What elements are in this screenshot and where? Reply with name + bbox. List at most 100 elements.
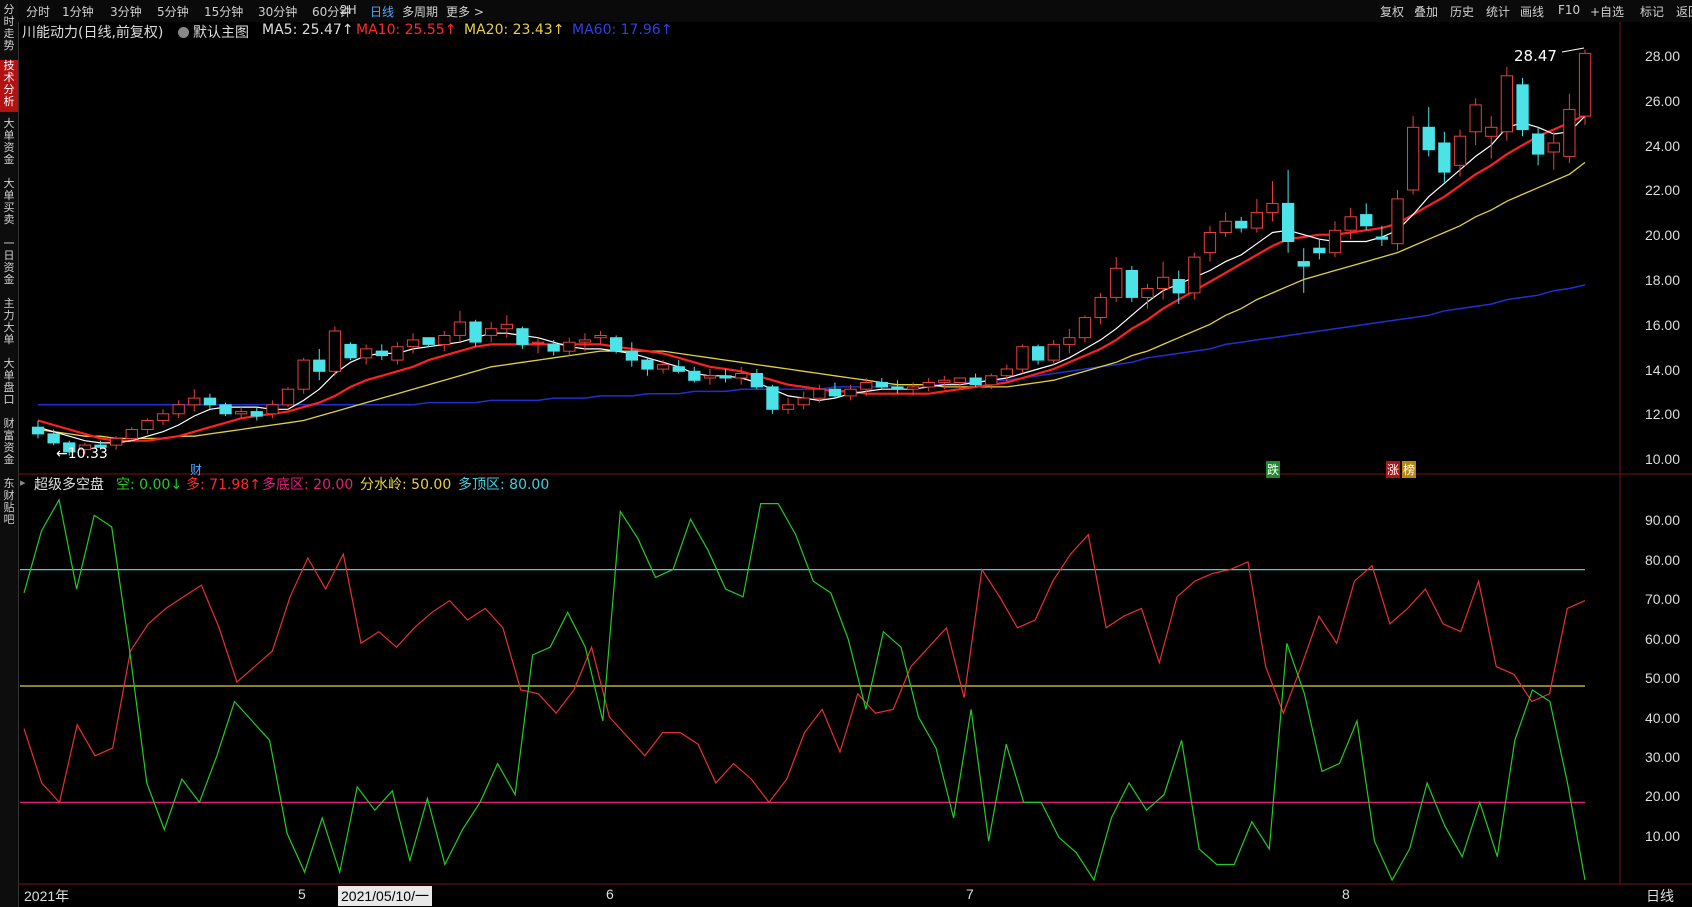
candlestick bbox=[1547, 131, 1560, 170]
sidebar-tab-daily-funds[interactable]: 一日资金 bbox=[3, 237, 15, 286]
candle-body bbox=[219, 404, 232, 415]
candlestick bbox=[1157, 261, 1170, 300]
period-multi[interactable]: 多周期 bbox=[402, 5, 439, 19]
candlestick bbox=[63, 440, 76, 456]
candle-body bbox=[500, 323, 514, 330]
candle-body bbox=[1407, 126, 1420, 191]
main-template-selector[interactable]: 默认主图 bbox=[178, 22, 249, 42]
sidebar-tab-technical[interactable]: 技术分析 bbox=[0, 60, 18, 112]
candlestick bbox=[1391, 189, 1404, 251]
candlestick bbox=[1235, 216, 1248, 233]
candle-body bbox=[141, 420, 154, 430]
ranking-marker[interactable]: 榜 bbox=[1402, 461, 1417, 478]
candlestick bbox=[172, 400, 185, 419]
candlestick bbox=[578, 333, 592, 352]
drop-marker[interactable]: 跌 bbox=[1266, 461, 1281, 478]
mark-button[interactable]: 标记 bbox=[1640, 5, 1665, 19]
candle-body bbox=[1016, 346, 1029, 370]
restore-rights-button[interactable]: 复权 bbox=[1380, 5, 1405, 19]
candle-body bbox=[719, 375, 732, 379]
draw-line-button[interactable]: 画线 bbox=[1520, 5, 1545, 19]
candlestick bbox=[1172, 270, 1185, 305]
candlestick bbox=[625, 342, 639, 367]
candlestick bbox=[500, 315, 514, 338]
candlestick bbox=[516, 326, 529, 349]
candle-body bbox=[860, 382, 873, 390]
candlestick bbox=[313, 348, 326, 381]
statistics-button[interactable]: 统计 bbox=[1486, 5, 1511, 19]
period-switch-button[interactable]: 日线 bbox=[1646, 888, 1674, 904]
period-5min[interactable]: 5分钟 bbox=[157, 5, 189, 19]
candle-body bbox=[750, 373, 764, 388]
period-1min[interactable]: 1分钟 bbox=[62, 5, 94, 19]
candle-body bbox=[1578, 52, 1592, 117]
period-15min[interactable]: 15分钟 bbox=[204, 5, 244, 19]
indicator-collapse-icon[interactable]: ▸ bbox=[20, 476, 26, 489]
stock-title: 川能动力(日线,前复权) bbox=[22, 25, 164, 41]
candlestick bbox=[844, 384, 857, 401]
period-60min[interactable]: 60分钟 bbox=[312, 5, 352, 19]
sidebar-tab-wealth-funds[interactable]: 财富资金 bbox=[3, 417, 15, 466]
indicator-axis-label: 90.00 bbox=[1644, 512, 1680, 528]
candle-body bbox=[31, 426, 45, 435]
candle-body bbox=[1297, 261, 1310, 267]
candlestick bbox=[985, 373, 998, 390]
more-label: 更多 bbox=[446, 5, 471, 19]
rise-marker[interactable]: 涨 bbox=[1386, 461, 1401, 478]
candlestick bbox=[141, 418, 154, 434]
candlestick bbox=[1344, 207, 1357, 240]
time-axis-label: 2021年 bbox=[24, 888, 70, 904]
f10-button[interactable]: F10 bbox=[1558, 3, 1581, 17]
candlestick bbox=[1532, 127, 1545, 166]
candle-body bbox=[313, 359, 326, 372]
left-sidebar: 分时走势 技术分析 大单资金 大单买卖 一日资金 主力大单 大单盘口 财富资金 … bbox=[0, 0, 19, 907]
kong-line bbox=[23, 498, 1586, 882]
sidebar-tab-main-force[interactable]: 主力大单 bbox=[3, 297, 15, 346]
candle-body bbox=[1047, 343, 1060, 361]
candle-body bbox=[1438, 142, 1451, 173]
back-button[interactable]: 返回 bbox=[1676, 5, 1692, 19]
sidebar-tab-guba[interactable]: 东财贴吧 bbox=[3, 477, 15, 526]
candle-body bbox=[1110, 267, 1123, 298]
overlay-button[interactable]: 叠加 bbox=[1414, 5, 1439, 19]
candle-body bbox=[1313, 247, 1326, 254]
candlestick bbox=[1453, 129, 1467, 177]
indicator-axis-label: 10.00 bbox=[1644, 828, 1680, 844]
period-daily[interactable]: 日线 bbox=[370, 5, 395, 19]
candlestick bbox=[1000, 364, 1014, 383]
candlestick bbox=[1219, 212, 1232, 237]
candlestick bbox=[969, 373, 982, 387]
chevron-right-icon: > bbox=[470, 5, 484, 19]
candlestick bbox=[781, 398, 795, 414]
finance-marker[interactable]: 财 bbox=[190, 463, 203, 477]
more-dropdown[interactable]: 更多 > bbox=[446, 3, 484, 20]
candlestick bbox=[266, 400, 279, 419]
sidebar-tab-realtime[interactable]: 分时走势 bbox=[3, 3, 15, 52]
candlestick bbox=[547, 339, 560, 356]
indicator-title[interactable]: 超级多空盘 bbox=[34, 477, 104, 493]
period-2h[interactable]: 2H bbox=[340, 3, 357, 17]
candle-body bbox=[125, 429, 138, 439]
indicator-axis-label: 70.00 bbox=[1644, 591, 1680, 607]
sidebar-tab-order-book[interactable]: 大单盘口 bbox=[3, 357, 15, 406]
sidebar-tab-large-order-trades[interactable]: 大单买卖 bbox=[3, 177, 15, 226]
period-realtime[interactable]: 分时 bbox=[26, 5, 51, 19]
candle-body bbox=[1157, 276, 1170, 289]
add-watchlist-button[interactable]: +自选 bbox=[1590, 5, 1625, 19]
period-30min[interactable]: 30分钟 bbox=[258, 5, 298, 19]
candlestick bbox=[1328, 221, 1342, 258]
candlestick bbox=[688, 366, 701, 383]
candlestick bbox=[1438, 131, 1451, 184]
candlestick bbox=[1313, 239, 1326, 260]
candle-body bbox=[797, 397, 810, 406]
candlestick bbox=[531, 337, 545, 354]
candlestick bbox=[1360, 203, 1373, 231]
period-3min[interactable]: 3分钟 bbox=[110, 5, 142, 19]
candle-body bbox=[1141, 288, 1154, 298]
history-button[interactable]: 历史 bbox=[1450, 5, 1475, 19]
sidebar-tab-large-order-funds[interactable]: 大单资金 bbox=[3, 117, 15, 166]
candle-body bbox=[297, 359, 310, 390]
candle-body bbox=[688, 370, 701, 381]
template-label: 默认主图 bbox=[193, 25, 249, 41]
